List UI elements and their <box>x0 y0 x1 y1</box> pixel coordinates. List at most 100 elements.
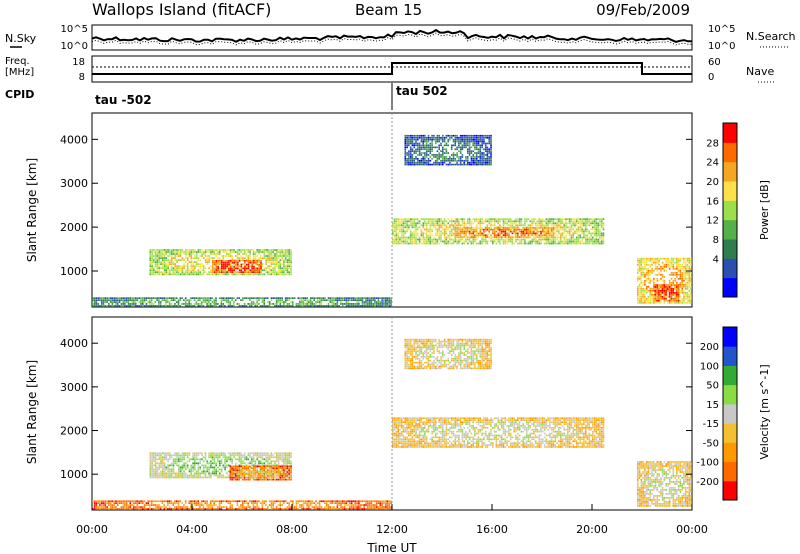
velocity-echo-cell <box>238 456 241 459</box>
power-echo-cell <box>235 267 237 270</box>
power-echo-cell <box>145 303 148 305</box>
velocity-echo-cell <box>215 456 217 459</box>
power-echo-cell <box>249 255 251 257</box>
velocity-echo-cell <box>188 470 191 473</box>
power-echo-cell <box>637 275 639 278</box>
velocity-echo-cell <box>261 476 264 479</box>
velocity-echo-cell <box>206 468 209 471</box>
power-echo-cell <box>250 297 253 299</box>
power-echo-cell <box>242 297 244 299</box>
power-echo-cell <box>354 303 357 305</box>
power-echo-cell <box>176 251 178 253</box>
power-echo-cell <box>281 301 283 303</box>
power-echo-cell <box>347 297 349 299</box>
power-echo-cell <box>279 301 282 303</box>
power-echo-cell <box>590 234 592 237</box>
power-echo-cell <box>468 134 471 137</box>
power-echo-cell <box>463 163 465 166</box>
power-echo-cell <box>570 220 573 223</box>
velocity-echo-cell <box>226 456 228 459</box>
power-echo-cell <box>288 305 290 307</box>
power-echo-cell <box>459 163 462 166</box>
power-echo-cell <box>436 220 439 223</box>
power-echo-cell <box>509 218 512 221</box>
power-echo-cell <box>231 271 234 273</box>
power-echo-cell <box>392 230 394 233</box>
velocity-echo-cell <box>265 456 267 459</box>
power-echo-cell <box>224 263 227 266</box>
power-echo-cell <box>417 218 419 221</box>
velocity-echo-cell <box>243 462 246 465</box>
power-echo-cell <box>450 220 453 223</box>
power-echo-cell <box>222 305 224 307</box>
power-echo-cell <box>495 242 498 245</box>
power-echo-cell <box>667 259 669 262</box>
power-echo-cell <box>215 267 218 270</box>
power-echo-cell <box>424 163 426 166</box>
power-echo-cell <box>658 301 660 304</box>
power-echo-cell <box>661 284 664 286</box>
power-echo-cell <box>470 220 473 223</box>
power-echo-cell <box>283 259 285 261</box>
power-echo-cell <box>220 299 223 301</box>
velocity-echo-cell <box>176 472 178 475</box>
power-echo-cell <box>454 138 457 141</box>
velocity-echo-cell <box>219 472 221 475</box>
power-echo-cell <box>474 159 476 162</box>
power-echo-cell <box>644 291 646 294</box>
power-echo-cell <box>542 236 544 238</box>
power-echo-cell <box>438 228 440 231</box>
power-echo-cell <box>406 226 408 229</box>
power-echo-cell <box>683 289 685 292</box>
power-echo-cell <box>577 242 580 245</box>
power-echo-cell <box>277 251 280 253</box>
power-echo-cell <box>458 146 460 149</box>
power-echo-cell <box>524 238 526 241</box>
power-echo-cell <box>509 230 512 233</box>
power-echo-cell <box>138 301 140 303</box>
velocity-echo-cell <box>235 464 237 467</box>
power-echo-cell <box>170 297 173 299</box>
power-echo-cell <box>238 257 241 259</box>
power-echo-cell <box>226 271 228 273</box>
power-echo-cell <box>668 259 671 262</box>
power-echo-cell <box>408 163 410 166</box>
power-echo-cell <box>154 261 157 263</box>
power-echo-cell <box>237 267 239 270</box>
power-echo-cell <box>552 234 555 236</box>
power-echo-cell <box>288 273 290 276</box>
power-echo-cell <box>227 253 230 255</box>
power-echo-cell <box>406 222 408 225</box>
power-echo-cell <box>654 286 657 288</box>
power-echo-cell <box>194 257 196 259</box>
power-echo-cell <box>425 230 428 233</box>
power-echo-cell <box>409 158 412 160</box>
power-echo-cell <box>502 230 505 233</box>
velocity-echo-cell <box>169 474 171 477</box>
power-echo-cell <box>676 267 678 270</box>
power-echo-cell <box>661 261 664 264</box>
power-echo-cell <box>425 148 428 151</box>
power-echo-cell <box>231 261 234 264</box>
power-echo-cell <box>440 240 442 243</box>
power-echo-cell <box>443 152 446 154</box>
power-echo-cell <box>350 305 353 307</box>
velocity-echo-cell <box>154 458 157 461</box>
velocity-echo-cell <box>254 476 257 479</box>
power-echo-cell <box>554 236 557 239</box>
power-echo-cell <box>160 257 162 259</box>
power-echo-cell <box>406 152 408 154</box>
velocity-echo-cell <box>204 476 207 479</box>
velocity-echo-cell <box>154 470 157 473</box>
velocity-echo-cell <box>217 460 219 463</box>
power-echo-cell <box>461 236 464 238</box>
power-echo-cell <box>427 136 430 139</box>
power-echo-cell <box>390 303 392 305</box>
power-echo-cell <box>188 269 191 272</box>
velocity-echo-cell <box>268 458 271 461</box>
power-echo-cell <box>531 227 533 229</box>
power-echo-cell <box>236 249 239 251</box>
power-echo-cell <box>408 218 410 221</box>
power-echo-cell <box>575 222 578 225</box>
power-echo-cell <box>522 236 524 238</box>
